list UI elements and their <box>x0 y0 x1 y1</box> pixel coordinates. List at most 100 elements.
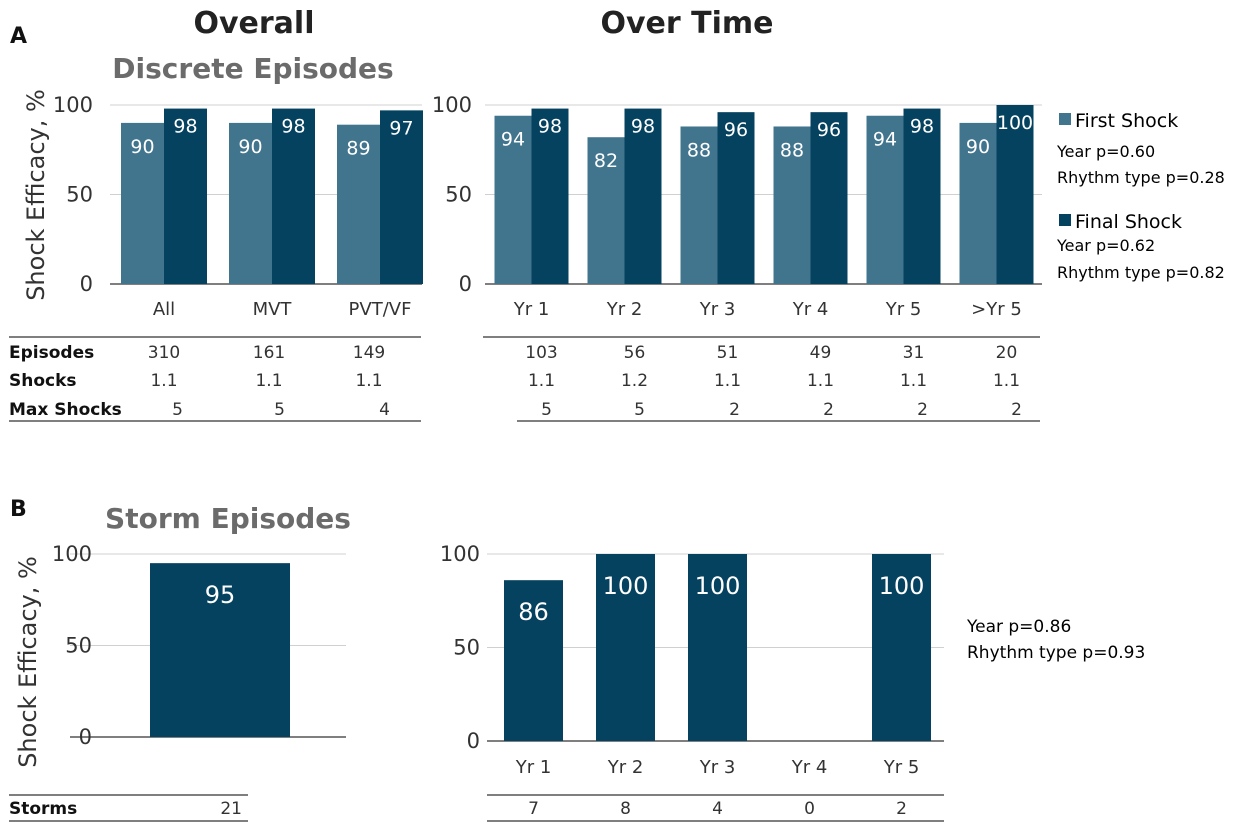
panel-b-stat-rhythm: Rhythm type p=0.93 <box>967 643 1145 663</box>
chart-a-over-time-category-label: >Yr 5 <box>971 299 1022 320</box>
chart-b-over-time-table-value: 0 <box>804 799 815 819</box>
chart-b-over-time-table-value: 7 <box>528 799 539 819</box>
panel-a-label: A <box>10 24 27 49</box>
chart-a-over-time-table-value: 5 <box>541 400 552 420</box>
chart-a-over-time-table-value: 2 <box>1011 400 1022 420</box>
chart-b-over-time-category-label: Yr 2 <box>607 757 644 778</box>
chart-a-over-time-table-value: 31 <box>903 343 925 363</box>
chart-a-overall-table-value: 161 <box>253 343 285 363</box>
chart-b-overall-table-value: 21 <box>220 799 242 819</box>
chart-a-overall-data-label: 90 <box>238 136 262 158</box>
row-label-shocks: Shocks <box>9 371 77 391</box>
chart-a-over-time-ytick-label: 50 <box>445 183 472 207</box>
chart-a-overall-table-value: 310 <box>148 343 180 363</box>
chart-b-over-time-ytick-label: 50 <box>453 636 480 660</box>
chart-a-over-time-data-label: 96 <box>724 119 748 141</box>
legend-final-stat-rhythm: Rhythm type p=0.82 <box>1057 263 1225 282</box>
chart-a-overall-ytick-label: 50 <box>66 183 93 207</box>
chart-a-over-time-data-label: 90 <box>966 136 990 158</box>
chart-a-over-time-table-value: 1.1 <box>714 371 741 391</box>
row-label-storms: Storms <box>9 799 77 819</box>
chart-a-over-time-category-label: Yr 4 <box>792 299 829 320</box>
legend-final-stat-year: Year p=0.62 <box>1056 236 1155 255</box>
legend-swatch-first <box>1059 113 1071 125</box>
chart-a-over-time-table-value: 1.2 <box>621 371 648 391</box>
chart-b-over-time-category-label: Yr 4 <box>791 757 828 778</box>
chart-a-overall-table-value: 1.1 <box>355 371 382 391</box>
chart-a-over-time-data-label: 94 <box>873 129 897 151</box>
chart-a-overall-category-label: PVT/VF <box>349 299 412 320</box>
chart-b-over-time-data-label: 100 <box>603 572 649 600</box>
chart-b-overall-ytick-label: 50 <box>65 634 92 658</box>
chart-a-overall-ytick-label: 100 <box>53 93 93 117</box>
chart-a-overall-category-label: All <box>153 299 175 320</box>
chart-a-over-time-data-label: 82 <box>594 150 618 172</box>
chart-b-over-time-table-value: 2 <box>896 799 907 819</box>
chart-b-over-time-data-label: 100 <box>879 572 925 600</box>
row-label-episodes: Episodes <box>9 343 94 363</box>
panel-a-subtitle: Discrete Episodes <box>112 52 393 85</box>
chart-a-over-time-data-label: 98 <box>631 116 655 138</box>
chart-a-over-time-table-value: 20 <box>996 343 1018 363</box>
panel-b-subtitle: Storm Episodes <box>105 502 351 535</box>
chart-a-overall-table-value: 1.1 <box>150 371 177 391</box>
chart-a-over-time-data-label: 98 <box>538 116 562 138</box>
chart-b-over-time-ytick-label: 100 <box>440 542 480 566</box>
chart-a-overall-data-label: 89 <box>346 138 370 160</box>
chart-a-overall-data-label: 98 <box>173 116 197 138</box>
chart-a-over-time-table-value: 1.1 <box>807 371 834 391</box>
chart-b-over-time-category-label: Yr 3 <box>699 757 736 778</box>
chart-b-overall-ytick-label: 0 <box>79 725 92 749</box>
chart-a-over-time-table-value: 1.1 <box>993 371 1020 391</box>
chart-a-over-time-table-value: 2 <box>729 400 740 420</box>
chart-b-over-time-table-value: 4 <box>712 799 723 819</box>
legend-label-first: First Shock <box>1075 110 1178 132</box>
chart-a-over-time-table-value: 2 <box>823 400 834 420</box>
chart-a-overall-table-value: 5 <box>172 400 183 420</box>
legend-label-final: Final Shock <box>1075 211 1182 233</box>
overall-heading: Overall <box>193 6 314 41</box>
panel-b-label: B <box>10 497 27 522</box>
chart-a-over-time-data-label: 88 <box>687 139 711 161</box>
chart-a-overall-ytick-label: 0 <box>80 272 93 296</box>
chart-b-over-time-ytick-label: 0 <box>467 729 480 753</box>
chart-a-overall-table-value: 5 <box>274 400 285 420</box>
chart-a-over-time-table-value: 51 <box>717 343 739 363</box>
overtime-heading: Over Time <box>601 6 774 41</box>
chart-a-over-time-category-label: Yr 5 <box>885 299 922 320</box>
chart-a-over-time-ytick-label: 100 <box>432 93 472 117</box>
legend-first-stat-year: Year p=0.60 <box>1056 142 1155 161</box>
chart-a-overall-data-label: 98 <box>281 116 305 138</box>
chart-a-over-time-data-label: 88 <box>780 139 804 161</box>
chart-a-overall-data-label: 90 <box>130 136 154 158</box>
panel-b-stat-year: Year p=0.86 <box>966 617 1071 637</box>
chart-a-over-time-table-value: 56 <box>624 343 646 363</box>
chart-b-over-time-data-label: 86 <box>518 598 549 626</box>
chart-b-over-time-table-value: 8 <box>620 799 631 819</box>
chart-a-over-time-category-label: Yr 1 <box>513 299 550 320</box>
chart-a-overall-table-value: 149 <box>353 343 385 363</box>
legend-swatch-final <box>1059 214 1071 226</box>
legend-first-stat-rhythm: Rhythm type p=0.28 <box>1057 168 1225 187</box>
row-label-max-shocks: Max Shocks <box>9 400 122 420</box>
chart-a-over-time-category-label: Yr 3 <box>699 299 736 320</box>
chart-a-over-time-table-value: 5 <box>634 400 645 420</box>
chart-a-over-time-table-value: 2 <box>917 400 928 420</box>
chart-b-overall-data-label: 95 <box>205 581 236 609</box>
chart-a-over-time-data-label: 98 <box>910 116 934 138</box>
chart-a-over-time-data-label: 96 <box>817 119 841 141</box>
chart-a-over-time-category-label: Yr 2 <box>606 299 643 320</box>
chart-a-over-time-data-label: 100 <box>997 112 1033 134</box>
chart-a-over-time-table-value: 49 <box>810 343 832 363</box>
chart-a-overall-category-label: MVT <box>253 299 293 320</box>
panel-a-ylabel: Shock Efficacy, % <box>22 89 50 301</box>
chart-a-over-time-ytick-label: 0 <box>459 272 472 296</box>
chart-a-over-time-table-value: 103 <box>525 343 557 363</box>
chart-a-over-time-table-value: 1.1 <box>528 371 555 391</box>
chart-a-over-time-table-value: 1.1 <box>900 371 927 391</box>
chart-b-over-time-data-label: 100 <box>695 572 741 600</box>
chart-b-over-time-category-label: Yr 5 <box>883 757 920 778</box>
chart-b-over-time-category-label: Yr 1 <box>515 757 552 778</box>
chart-a-overall-table-value: 4 <box>379 400 390 420</box>
